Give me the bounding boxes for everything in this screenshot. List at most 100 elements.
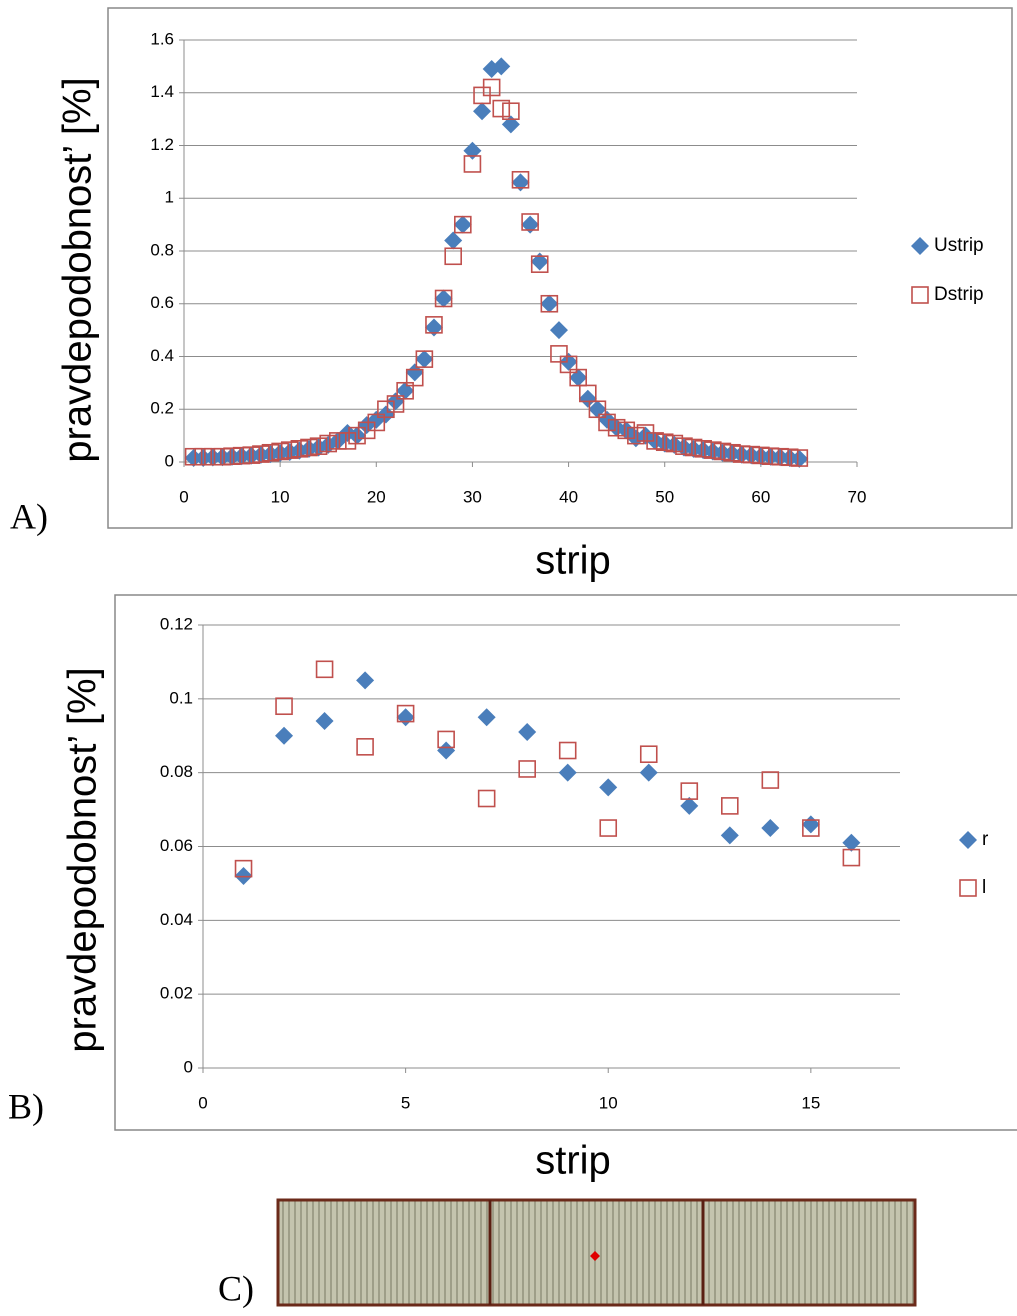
data-point (425, 316, 443, 334)
y-tick-label: 0.8 (150, 240, 174, 259)
data-point (477, 789, 496, 808)
data-point (790, 449, 809, 467)
data-point (492, 99, 511, 118)
data-point (559, 352, 578, 371)
legend-label: l (982, 877, 986, 898)
data-point (386, 392, 405, 411)
legend-marker (959, 879, 977, 897)
strip-detector-image (276, 1198, 917, 1307)
data-point (492, 57, 511, 76)
data-point (329, 432, 347, 450)
data-point (348, 426, 367, 445)
data-point (521, 213, 539, 231)
data-point (223, 447, 241, 465)
data-point (232, 446, 251, 465)
data-point (558, 741, 577, 760)
data-point (232, 447, 251, 466)
y-tick-label: 0 (184, 1057, 193, 1076)
data-point (599, 819, 618, 837)
data-point (720, 826, 739, 845)
data-point (790, 449, 809, 468)
data-point (434, 289, 453, 308)
data-point (204, 447, 222, 466)
data-point (271, 442, 289, 461)
data-point (463, 141, 482, 160)
data-point (356, 738, 374, 756)
data-point (684, 438, 703, 457)
data-point (723, 443, 741, 462)
data-point (194, 449, 213, 468)
data-point (694, 440, 712, 458)
panel-label: B) (8, 1086, 44, 1126)
data-point (437, 741, 456, 760)
data-point (309, 437, 328, 455)
data-point (842, 848, 861, 867)
y-axis-title: pravdepodobnost’ [%] (56, 77, 100, 462)
data-point (771, 447, 789, 466)
panel-label: C) (218, 1268, 254, 1308)
data-point (396, 704, 415, 723)
y-tick-label: 0.02 (160, 984, 193, 1003)
data-point (444, 231, 463, 250)
data-point (386, 395, 405, 413)
data-point (607, 418, 626, 437)
data-point (454, 215, 472, 234)
data-point (511, 170, 530, 189)
data-point (802, 819, 820, 837)
x-axis-title: strip (535, 1139, 611, 1183)
legend-marker (959, 831, 977, 849)
data-point (761, 447, 780, 465)
y-tick-label: 0.6 (150, 293, 174, 312)
data-point (502, 102, 520, 121)
data-point (315, 660, 334, 679)
data-point (415, 350, 434, 368)
data-point (540, 294, 559, 313)
data-point (396, 381, 414, 400)
data-point (617, 421, 636, 440)
data-point (751, 447, 770, 466)
data-point (713, 442, 732, 461)
data-point (761, 819, 780, 838)
data-point (569, 368, 587, 387)
y-tick-label: 0.1 (169, 688, 193, 707)
data-point (453, 215, 472, 234)
data-point (530, 255, 549, 273)
x-tick-label: 15 (801, 1093, 820, 1112)
x-tick-label: 40 (559, 487, 578, 506)
data-point (801, 815, 820, 834)
y-tick-label: 0.2 (150, 399, 174, 418)
panel-label: A) (10, 496, 48, 536)
data-point (424, 318, 443, 337)
data-point (280, 441, 299, 459)
data-point (463, 155, 482, 173)
data-point (223, 447, 242, 466)
data-point (437, 730, 455, 749)
data-point (761, 447, 780, 466)
data-point (578, 389, 597, 408)
y-tick-label: 1.2 (150, 135, 174, 154)
data-point (627, 426, 645, 445)
data-point (415, 350, 434, 369)
data-point (203, 448, 222, 467)
data-point (680, 796, 699, 815)
data-point (338, 432, 357, 450)
data-point (598, 413, 616, 432)
y-tick-label: 0 (165, 451, 174, 470)
data-point (655, 433, 674, 452)
data-point (261, 443, 280, 462)
data-point (275, 726, 294, 745)
y-axis-title: pravdepodobnost’ [%] (61, 667, 105, 1052)
data-point (300, 438, 318, 457)
x-tick-label: 30 (463, 487, 482, 506)
data-point (558, 763, 577, 782)
data-point (367, 413, 386, 432)
hit-point (590, 1251, 600, 1261)
data-point (275, 697, 293, 716)
y-tick-label: 0.04 (160, 910, 193, 929)
data-point (501, 115, 520, 134)
chart-frame (107, 7, 1013, 529)
data-point (703, 441, 722, 459)
data-point (434, 289, 453, 308)
legend-marker (911, 237, 929, 255)
